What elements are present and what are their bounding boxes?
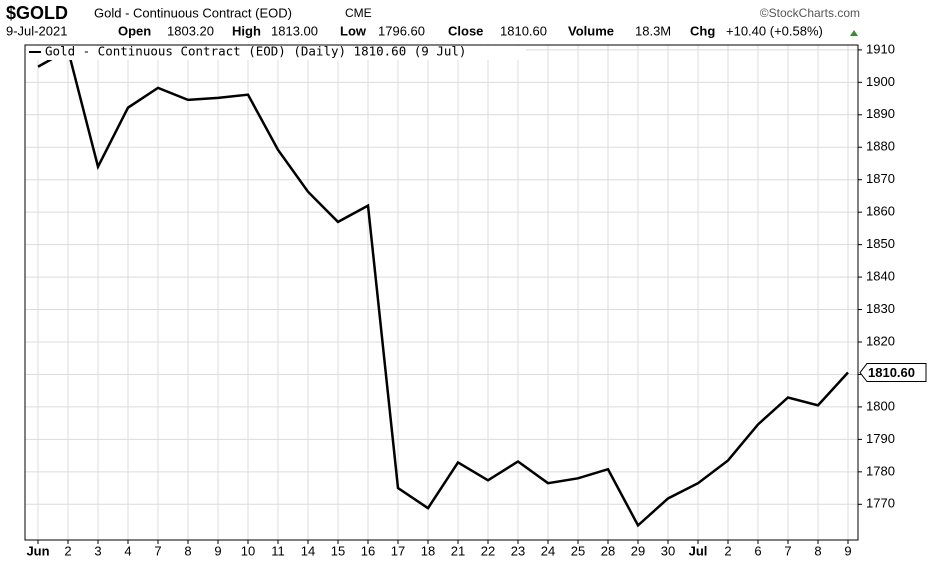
x-tick-label: 9	[214, 543, 221, 558]
x-tick-label: 4	[124, 543, 131, 558]
y-tick-label: 1790	[866, 431, 895, 446]
x-tick-label: 23	[511, 543, 525, 558]
y-tick-label: 1830	[866, 301, 895, 316]
y-tick-label: 1880	[866, 139, 895, 154]
x-tick-label: Jun	[26, 543, 49, 558]
x-tick-label: 25	[571, 543, 585, 558]
source: ©StockCharts.com	[760, 6, 860, 20]
x-tick-label: 3	[94, 543, 101, 558]
y-tick-label: 1850	[866, 236, 895, 251]
last-value-label: 1810.60	[868, 365, 915, 380]
up-arrow	[850, 30, 858, 36]
y-tick-label: 1770	[866, 496, 895, 511]
y-tick-label: 1800	[866, 398, 895, 413]
open: 1803.20	[167, 23, 214, 38]
y-tick-label: 1780	[866, 463, 895, 478]
chg: +10.40 (+0.58%)	[726, 23, 823, 38]
x-tick-label: 15	[331, 543, 345, 558]
y-tick-label: 1900	[866, 74, 895, 89]
x-tick-label: 17	[391, 543, 405, 558]
y-tick-label: 1840	[866, 269, 895, 284]
y-tick-label: 1910	[866, 41, 895, 56]
x-tick-label: 7	[154, 543, 161, 558]
x-tick-label: 2	[724, 543, 731, 558]
x-tick-label: 16	[361, 543, 375, 558]
low: 1796.60	[378, 23, 425, 38]
x-tick-label: 14	[301, 543, 315, 558]
x-tick-label: 21	[451, 543, 465, 558]
price-line	[37, 47, 849, 528]
x-tick-label: Jul	[689, 543, 708, 558]
high: 1813.00	[271, 23, 318, 38]
volume-label: Volume	[568, 23, 614, 38]
x-tick-label: 9	[844, 543, 851, 558]
high-label: High	[232, 23, 261, 38]
x-tick-label: 7	[784, 543, 791, 558]
low-label: Low	[340, 23, 367, 38]
x-tick-label: 11	[271, 543, 285, 558]
x-tick-label: 22	[481, 543, 495, 558]
x-tick-label: 2	[64, 543, 71, 558]
x-tick-label: 8	[184, 543, 191, 558]
exchange: CME	[345, 6, 372, 20]
x-tick-label: 18	[421, 543, 435, 558]
legend-bg	[26, 46, 526, 60]
x-tick-label: 28	[601, 543, 615, 558]
close-label: Close	[448, 23, 483, 38]
last-value-tag	[859, 363, 927, 383]
x-tick-label: 6	[754, 543, 761, 558]
instrument-name: Gold - Continuous Contract (EOD)	[94, 5, 292, 20]
volume: 18.3M	[635, 23, 671, 38]
y-tick-label: 1870	[866, 171, 895, 186]
x-tick-label: 30	[661, 543, 675, 558]
date: 9-Jul-2021	[6, 23, 67, 38]
chg-label: Chg	[690, 23, 715, 38]
close: 1810.60	[500, 23, 547, 38]
symbol: $GOLD	[6, 3, 68, 23]
plot-frame	[24, 44, 859, 541]
open-label: Open	[118, 23, 151, 38]
x-tick-label: 10	[241, 543, 255, 558]
y-tick-label: 1860	[866, 204, 895, 219]
y-tick-label: 1820	[866, 333, 895, 348]
x-tick-label: 29	[631, 543, 645, 558]
y-tick-label: 1890	[866, 106, 895, 121]
legend-label: Gold - Continuous Contract (EOD) (Daily)…	[45, 44, 466, 59]
x-tick-label: 8	[814, 543, 821, 558]
x-tick-label: 24	[541, 543, 555, 558]
